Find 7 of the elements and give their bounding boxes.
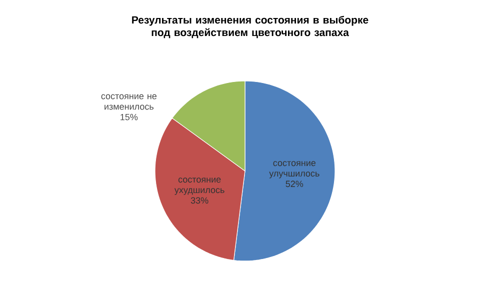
chart-title: Результаты изменения состояния в выборке под воздействием цветочного запаха [132, 16, 368, 38]
data-label: 52% [286, 180, 304, 188]
slice-label: состояние ухудшилось [174, 178, 224, 195]
data-label: 15% [120, 114, 138, 120]
slice-label: состояние улучшилось [269, 161, 320, 178]
slice-label: состояние не изменилось [101, 94, 157, 110]
data-label: 33% [190, 197, 208, 204]
